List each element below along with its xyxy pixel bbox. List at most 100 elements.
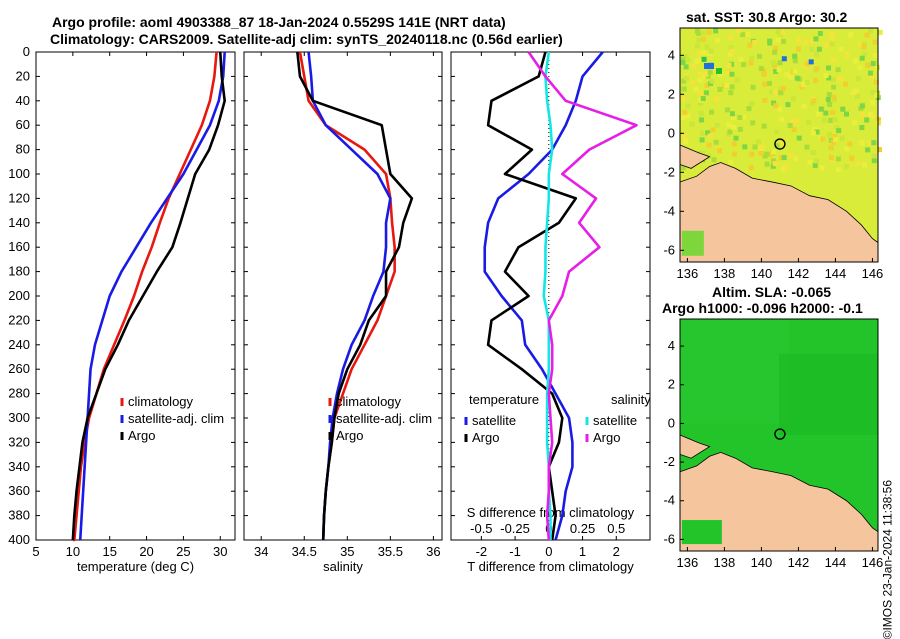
sst-pixel xyxy=(831,77,837,83)
sst-pixel xyxy=(713,139,719,145)
sst-pixel xyxy=(852,119,858,125)
sst-pixel xyxy=(727,129,733,135)
sst-pixel xyxy=(814,66,820,72)
sst-pixel xyxy=(819,165,825,171)
sst-pixel xyxy=(769,89,775,95)
sst-pixel xyxy=(801,103,807,109)
sst-pixel xyxy=(731,151,737,157)
sst-pixel xyxy=(813,36,819,42)
salinity-diff-tick-label: 0.5 xyxy=(607,521,625,536)
sst-pixel xyxy=(731,141,737,147)
sst-pixel xyxy=(709,109,715,115)
sst-pixel xyxy=(833,137,839,143)
sst-pixel xyxy=(781,39,787,45)
sst-pixel xyxy=(748,60,754,66)
sst-pixel xyxy=(772,89,778,95)
sst-pixel xyxy=(749,151,755,157)
sst-pixel xyxy=(752,144,758,150)
sst-pixel xyxy=(832,133,838,139)
sst-pixel xyxy=(828,145,834,151)
sst-pixel xyxy=(703,71,709,77)
map-lat-label: 0 xyxy=(668,415,675,430)
sst-pixel xyxy=(794,118,800,124)
sst-pixel xyxy=(767,80,773,86)
sst-pixel xyxy=(728,90,734,96)
sst-pixel xyxy=(685,113,691,119)
depth-tick-label: 360 xyxy=(8,483,30,498)
temperature-xtick-label: 20 xyxy=(139,544,153,559)
sst-pixel xyxy=(716,68,722,74)
sst-pixel xyxy=(680,114,686,120)
sst-pixel xyxy=(874,65,880,71)
sst-pixel xyxy=(795,46,801,52)
map-lon-label: 142 xyxy=(788,555,810,570)
salinity-axes-box xyxy=(243,51,443,541)
sst-pixel xyxy=(843,81,849,87)
sst-pixel xyxy=(681,86,687,92)
sst-pixel xyxy=(803,40,809,46)
sst-pixel xyxy=(827,132,833,138)
legend-label: satellite-adj. clim xyxy=(128,411,224,426)
sst-pixel xyxy=(777,106,783,112)
sst-pixel xyxy=(683,53,689,59)
sst-pixel xyxy=(771,149,777,155)
sst-pixel xyxy=(694,28,700,34)
sst-pixel xyxy=(750,84,756,90)
sst-pixel xyxy=(834,125,840,131)
sst-pixel xyxy=(859,124,865,130)
sst-pixel xyxy=(840,106,846,112)
sst-pixel xyxy=(868,28,874,34)
sst-pixel xyxy=(817,30,823,36)
sst-pixel xyxy=(838,46,844,52)
salinity-diff-tick-label: 0.25 xyxy=(570,521,595,536)
sst-pixel xyxy=(707,133,713,139)
sst-pixel xyxy=(696,50,702,56)
sst-pixel xyxy=(691,64,697,70)
temperature-xtick-label: 10 xyxy=(66,544,80,559)
differences-xtick-label: 0 xyxy=(545,544,552,559)
temperature-xlabel: temperature (deg C) xyxy=(77,559,194,574)
differences-xtick-label: -1 xyxy=(509,544,521,559)
sst-pixel xyxy=(811,126,817,132)
sst-pixel xyxy=(854,88,860,94)
sst-pixel xyxy=(818,106,824,112)
sst-pixel xyxy=(778,86,784,92)
sst-pixel xyxy=(680,165,686,171)
sst-pixel xyxy=(695,43,701,49)
sst-pixel xyxy=(830,109,836,115)
sst-pixel xyxy=(871,153,877,159)
sst-pixel xyxy=(824,42,830,48)
sst-pixel xyxy=(781,56,787,62)
sst-pixel xyxy=(700,96,706,102)
depth-tick-label: 0 xyxy=(23,44,30,59)
sst-pixel xyxy=(698,110,704,116)
sst-pixel xyxy=(828,137,834,143)
sla-patch xyxy=(680,319,789,424)
sst-pixel xyxy=(811,98,817,104)
sst-pixel xyxy=(738,56,744,62)
sst-pixel xyxy=(699,130,705,136)
sst-pixel xyxy=(814,129,820,135)
sst-pixel xyxy=(796,37,802,43)
sst-pixel xyxy=(870,113,876,119)
map-lat-label: 2 xyxy=(668,86,675,101)
sst-pixel xyxy=(740,32,746,38)
sst-pixel xyxy=(701,56,707,62)
sst-pixel xyxy=(690,79,696,85)
sst-pixel xyxy=(788,74,794,80)
sla-map-title-line1: Altim. SLA: -0.065 xyxy=(712,284,832,300)
sst-pixel xyxy=(764,161,770,167)
salinity-xtick-label: 36 xyxy=(426,544,440,559)
sst-pixel xyxy=(872,39,878,45)
sst-pixel xyxy=(761,67,767,73)
depth-tick-label: 80 xyxy=(16,142,30,157)
sst-pixel xyxy=(733,135,739,141)
map-lon-label: 138 xyxy=(714,266,736,281)
sst-pixel xyxy=(832,117,838,123)
sst-pixel xyxy=(829,41,835,47)
sst-pixel xyxy=(779,116,785,122)
sst-pixel xyxy=(814,158,820,164)
depth-tick-label: 380 xyxy=(8,508,30,523)
sst-pixel xyxy=(859,112,865,118)
sst-pixel xyxy=(728,35,734,41)
